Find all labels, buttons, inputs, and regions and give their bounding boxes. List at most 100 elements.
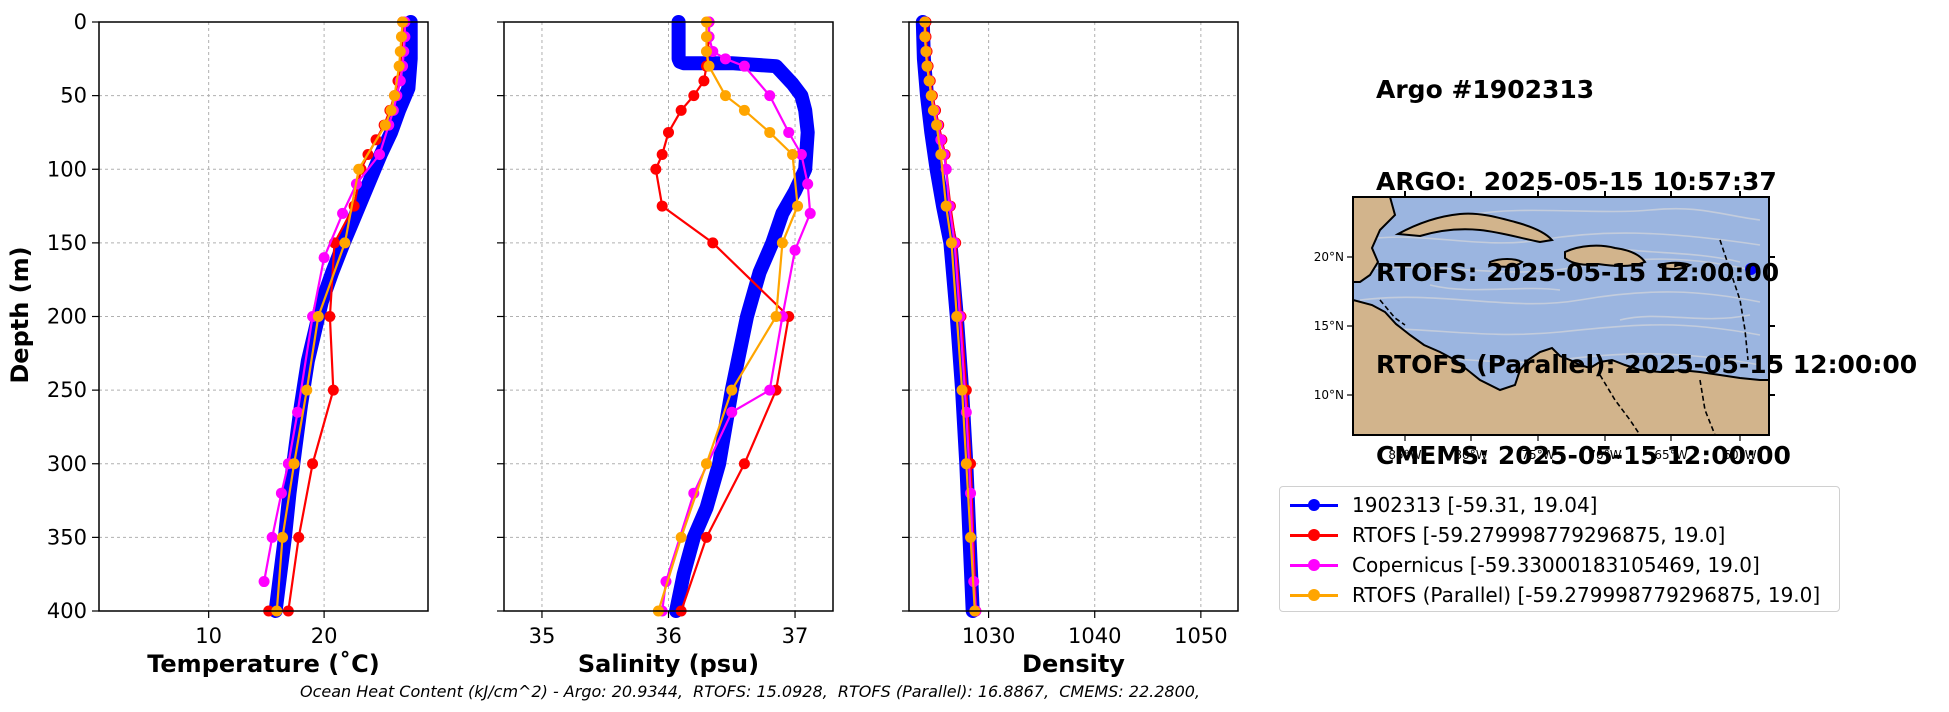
series-rtofs-parallel- — [919, 16, 981, 617]
yucatan-florida-land — [1353, 197, 1397, 283]
data-point — [789, 244, 801, 256]
data-point — [318, 252, 330, 264]
data-point — [395, 31, 407, 43]
data-point — [940, 200, 952, 212]
density-frame — [908, 21, 1239, 612]
y-tick-label: 50 — [60, 84, 87, 108]
legend-label-rtofs: RTOFS [-59.279998779296875, 19.0] — [1352, 523, 1726, 547]
data-point — [801, 126, 814, 139]
hispaniola-land — [1564, 244, 1647, 267]
x-tick-label: 37 — [782, 624, 809, 648]
data-point — [738, 104, 750, 116]
data-point — [677, 57, 690, 70]
data-point — [700, 45, 712, 57]
map-lon-label: 75°W — [1521, 448, 1554, 462]
data-point — [389, 90, 401, 102]
data-point — [713, 457, 726, 470]
y-tick-label: 400 — [47, 599, 87, 623]
data-point — [307, 458, 319, 470]
data-point — [919, 31, 931, 43]
data-point — [738, 458, 750, 470]
y-tick-label: 350 — [47, 525, 87, 549]
data-point — [795, 149, 807, 161]
data-point — [663, 126, 674, 138]
central-america-land — [1353, 298, 1769, 435]
profile-panels: 10 20050100150200250300350400Temperature … — [47, 10, 1239, 678]
data-point — [312, 311, 324, 322]
y-tick-label: 100 — [47, 157, 87, 181]
data-point — [339, 237, 351, 249]
title-line-float: Argo #1902313 — [1376, 75, 1595, 104]
data-point — [753, 266, 766, 279]
data-point — [402, 82, 415, 95]
data-point — [374, 149, 386, 161]
data-point — [726, 406, 738, 418]
data-point — [292, 406, 304, 418]
data-point — [764, 384, 776, 396]
data-point — [707, 237, 719, 249]
data-point — [951, 311, 963, 322]
profile-line — [923, 22, 976, 612]
y-tick-label: 0 — [74, 10, 87, 34]
legend-label-rtofs-parallel: RTOFS (Parallel) [-59.279998779296875, 1… — [1352, 583, 1821, 607]
temperature-frame — [98, 21, 429, 612]
data-point — [656, 200, 668, 212]
data-point — [726, 384, 738, 396]
data-point — [698, 75, 710, 87]
data-point — [700, 531, 712, 543]
data-point — [719, 53, 731, 65]
data-point — [700, 31, 712, 43]
data-point — [293, 531, 305, 543]
x-tick-label: 1050 — [1174, 624, 1227, 648]
data-point — [301, 384, 313, 396]
data-point — [365, 170, 378, 183]
title-line-rtofs-parallel: RTOFS (Parallel): 2025-05-15 12:00:00 — [1376, 349, 1918, 379]
density-axis-label: Density — [1022, 650, 1125, 678]
data-point — [258, 576, 270, 588]
data-point — [804, 207, 816, 219]
data-point — [920, 45, 932, 57]
data-point — [776, 237, 788, 249]
data-point — [275, 487, 287, 499]
data-point — [927, 104, 939, 116]
inset-map: 85°W 80°W 75°W 70°W 65°W 60°W 20°N 15°N 10°N — [1314, 191, 1775, 462]
ocean-heat-content-caption: Ocean Heat Content (kJ/cm^2) - Argo: 20.… — [300, 682, 1201, 701]
data-point — [764, 126, 776, 138]
data-point — [675, 104, 687, 116]
map-lat-label: 15°N — [1314, 319, 1344, 333]
data-point — [770, 60, 783, 73]
salinity-axis-label: Salinity (psu) — [578, 650, 759, 678]
x-tick-label: 20 — [311, 624, 338, 648]
data-point — [799, 104, 812, 117]
data-point — [650, 163, 662, 175]
y-tick-label: 250 — [47, 378, 87, 402]
data-point — [738, 60, 750, 72]
data-point — [792, 200, 804, 212]
x-tick-label: 10 — [195, 624, 222, 648]
data-point — [960, 458, 972, 470]
data-point — [770, 311, 782, 322]
data-point — [930, 163, 943, 176]
data-point — [353, 163, 365, 175]
data-point — [935, 134, 947, 146]
data-point — [925, 90, 937, 102]
landmasses — [1353, 197, 1769, 435]
legend-marker-copernicus — [1288, 554, 1340, 576]
data-point — [327, 384, 339, 396]
density-panel: 1030 1040 1050 Density — [902, 15, 1239, 678]
data-point — [766, 236, 779, 249]
data-point — [385, 104, 397, 116]
data-point — [945, 237, 957, 249]
data-point — [394, 45, 406, 57]
data-point — [719, 90, 731, 102]
legend-item-rtofs: RTOFS [-59.279998779296875, 19.0] — [1288, 521, 1725, 549]
data-point — [764, 90, 776, 102]
data-point — [921, 60, 933, 72]
legend-marker-rtofs-parallel — [1288, 584, 1340, 606]
puerto-rico-land — [1659, 261, 1693, 271]
map-ticks: 85°W 80°W 75°W 70°W 65°W 60°W 20°N 15°N 10°N — [1314, 191, 1775, 462]
data-point — [266, 531, 278, 543]
data-point — [931, 119, 943, 131]
temperature-axis-label: Temperature (˚C) — [147, 650, 380, 678]
map-lat-label: 20°N — [1314, 250, 1344, 264]
